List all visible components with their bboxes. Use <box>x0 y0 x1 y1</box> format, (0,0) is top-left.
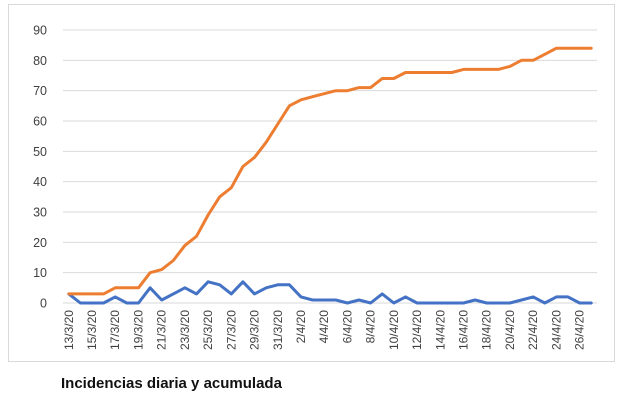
x-axis-ticks: 13/3/20 15/3/20 17/3/20 19/3/20 21/3/20 23/3/… <box>62 310 587 350</box>
x-tick-label: 4/4/20 <box>317 310 331 344</box>
x-tick-label: 13/3/20 <box>62 310 76 350</box>
y-tick-label: 90 <box>33 24 47 38</box>
x-tick-label: 14/4/20 <box>433 310 447 350</box>
x-tick-label: 21/3/20 <box>155 310 169 350</box>
y-tick-label: 10 <box>33 266 47 280</box>
x-tick-label: 27/3/20 <box>224 310 238 350</box>
series-line-2 <box>67 46 593 296</box>
x-tick-label: 15/3/20 <box>85 310 99 350</box>
x-tick-label: 25/3/20 <box>201 310 215 350</box>
y-axis-ticks: 0 10 20 30 40 50 60 70 80 90 <box>33 24 47 311</box>
y-tick-label: 40 <box>33 175 47 189</box>
x-tick-label: 19/3/20 <box>131 310 145 350</box>
y-tick-label: 70 <box>33 84 47 98</box>
x-tick-label: 8/4/20 <box>364 310 378 344</box>
y-tick-label: 80 <box>33 54 47 68</box>
grid-lines <box>63 29 597 304</box>
x-tick-label: 26/4/20 <box>573 310 587 350</box>
chart-frame: 0 10 20 30 40 50 60 70 80 90 13/3/20 15/3/20 17/3/2… <box>8 4 615 362</box>
x-tick-label: 6/4/20 <box>340 310 354 344</box>
x-tick-label: 10/4/20 <box>387 310 401 350</box>
y-tick-label: 20 <box>33 236 47 250</box>
x-tick-label: 24/4/20 <box>549 310 563 350</box>
x-tick-label: 17/3/20 <box>108 310 122 350</box>
x-tick-label: 20/4/20 <box>503 310 517 350</box>
chart-caption: Incidencias diaria y acumulada <box>61 375 282 392</box>
x-tick-label: 31/3/20 <box>271 310 285 350</box>
x-tick-label: 22/4/20 <box>526 310 540 350</box>
x-tick-label: 12/4/20 <box>410 310 424 350</box>
y-tick-label: 60 <box>33 115 47 129</box>
series-lines <box>67 46 593 305</box>
y-tick-label: 0 <box>40 297 47 311</box>
x-tick-label: 23/3/20 <box>178 310 192 350</box>
y-tick-label: 50 <box>33 145 47 159</box>
line-chart: 0 10 20 30 40 50 60 70 80 90 13/3/20 15/3/20 17/3/2… <box>33 24 597 350</box>
y-tick-label: 30 <box>33 206 47 220</box>
x-tick-label: 18/4/20 <box>480 310 494 350</box>
x-tick-label: 16/4/20 <box>457 310 471 350</box>
x-tick-label: 2/4/20 <box>294 310 308 344</box>
x-tick-label: 29/3/20 <box>248 310 262 350</box>
series-line-1 <box>67 280 593 305</box>
